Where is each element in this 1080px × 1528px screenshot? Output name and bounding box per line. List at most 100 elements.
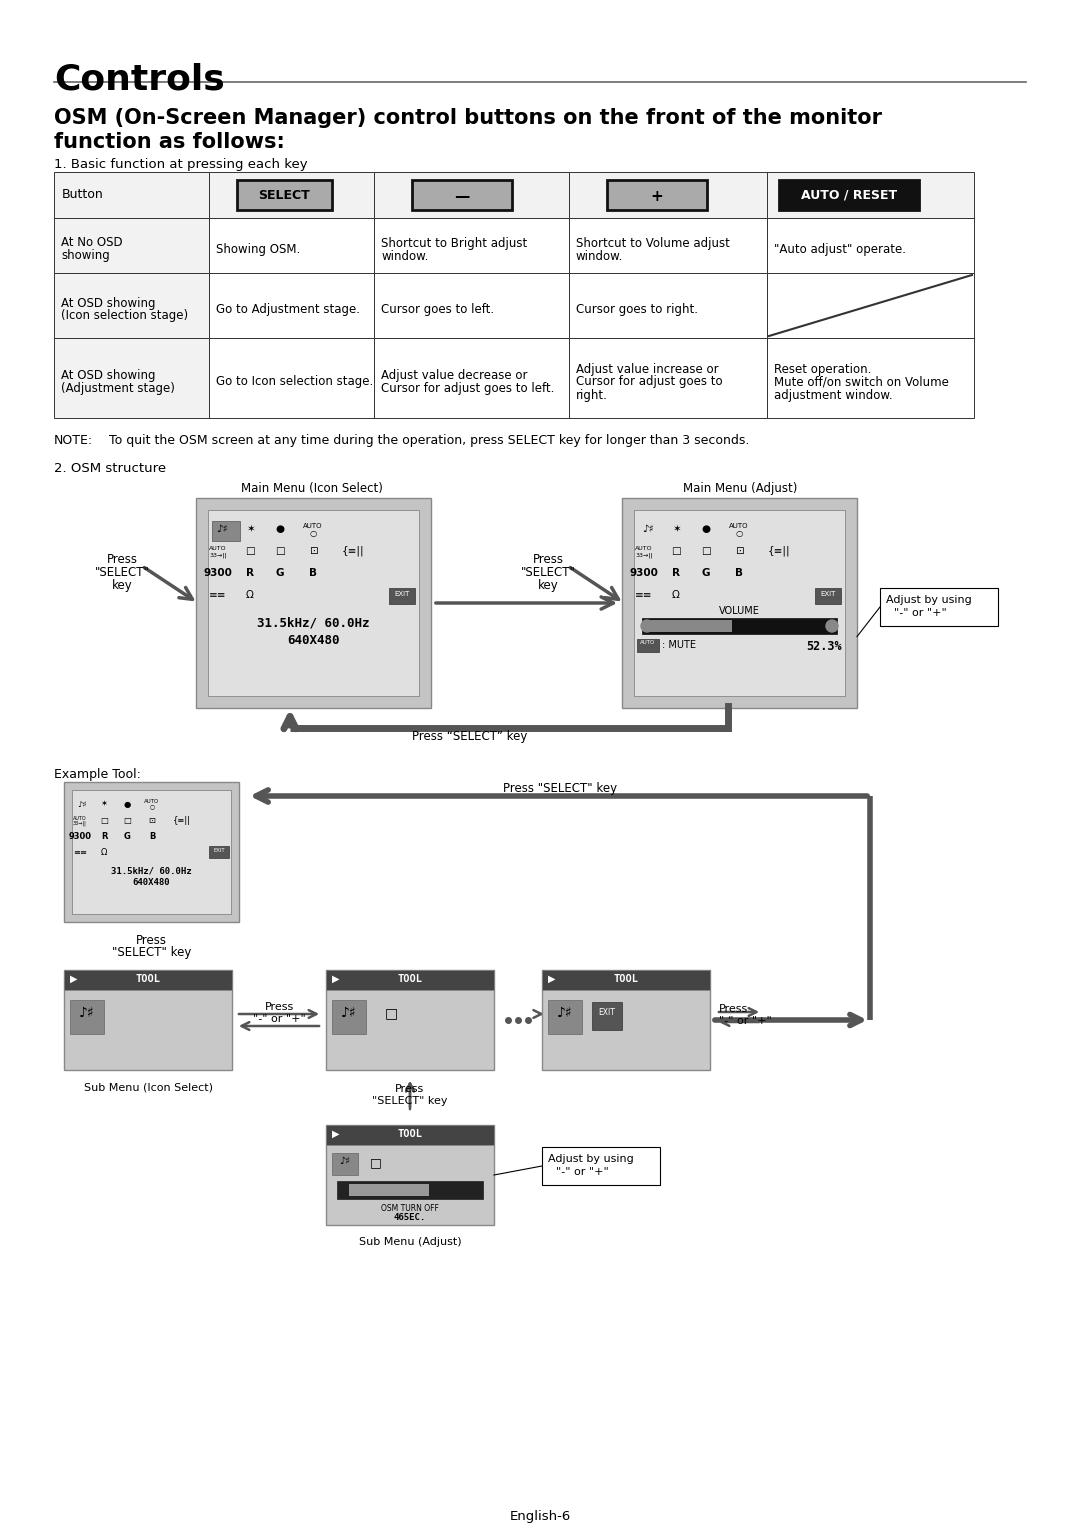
Text: ⊡: ⊡	[149, 816, 156, 825]
Text: Cursor goes to left.: Cursor goes to left.	[381, 303, 495, 316]
Text: 640X480: 640X480	[133, 879, 171, 886]
Text: 31.5kHz/ 60.0Hz: 31.5kHz/ 60.0Hz	[111, 866, 192, 876]
Bar	[64, 970, 232, 990]
Text: □: □	[701, 545, 711, 556]
Text: G: G	[702, 568, 711, 578]
Text: TOOL: TOOL	[613, 973, 638, 984]
Text: ▶: ▶	[548, 973, 555, 984]
Text: 9300: 9300	[203, 568, 232, 578]
Text: "-" or "+": "-" or "+"	[556, 1167, 609, 1177]
Bar	[54, 338, 210, 419]
Text: key: key	[538, 579, 558, 591]
Bar	[542, 970, 710, 1070]
Text: Ω: Ω	[100, 848, 107, 857]
Text: "-" or "+": "-" or "+"	[719, 1016, 772, 1025]
Text: G: G	[275, 568, 284, 578]
Bar	[650, 620, 732, 631]
Text: Press: Press	[532, 553, 564, 565]
Text: right.: right.	[576, 388, 608, 402]
Bar	[634, 510, 845, 695]
Bar	[237, 180, 332, 209]
Text: □: □	[245, 545, 255, 556]
Text: {≡||: {≡||	[768, 545, 791, 556]
Text: B: B	[735, 568, 743, 578]
Text: ♪♯: ♪♯	[78, 801, 86, 808]
Text: "SELECT": "SELECT"	[95, 565, 149, 579]
Bar	[54, 274, 210, 338]
Text: Sub Menu (Icon Select): Sub Menu (Icon Select)	[83, 1082, 213, 1093]
Text: B: B	[309, 568, 318, 578]
Text: □: □	[384, 1005, 397, 1021]
Text: Reset operation.: Reset operation.	[774, 362, 872, 376]
Text: AUTO / RESET: AUTO / RESET	[801, 189, 897, 202]
Text: ♪♯: ♪♯	[339, 1157, 351, 1166]
Bar	[326, 1125, 494, 1144]
Text: showing: showing	[60, 249, 110, 263]
Bar	[374, 338, 569, 419]
Text: ≡≡: ≡≡	[635, 590, 652, 601]
Text: AUTO: AUTO	[73, 816, 86, 821]
Circle shape	[826, 620, 838, 633]
Text: adjustment window.: adjustment window.	[774, 388, 893, 402]
Text: □: □	[100, 816, 108, 825]
Text: Adjust value increase or: Adjust value increase or	[576, 362, 718, 376]
Text: Press: Press	[265, 1002, 294, 1012]
Bar	[569, 219, 767, 274]
Text: Go to Adjustment stage.: Go to Adjustment stage.	[216, 303, 360, 316]
Text: Sub Menu (Adjust): Sub Menu (Adjust)	[359, 1238, 461, 1247]
Text: EXIT: EXIT	[598, 1008, 616, 1018]
Bar	[210, 274, 374, 338]
Text: ●: ●	[123, 801, 131, 808]
Text: Press: Press	[395, 1083, 424, 1094]
Text: ▶: ▶	[70, 973, 78, 984]
Bar	[64, 782, 239, 921]
Text: Main Menu (Icon Select): Main Menu (Icon Select)	[241, 481, 383, 495]
Text: Adjust value decrease or: Adjust value decrease or	[381, 368, 527, 382]
Text: G: G	[123, 833, 131, 840]
Bar	[54, 219, 210, 274]
Text: Press "SELECT" key: Press "SELECT" key	[503, 782, 617, 795]
Text: ≡≡: ≡≡	[210, 590, 227, 601]
Text: NOTE:: NOTE:	[54, 434, 93, 448]
Text: Showing OSM.: Showing OSM.	[216, 243, 300, 257]
Text: ▶: ▶	[332, 1129, 339, 1138]
Bar	[374, 173, 569, 219]
Text: AUTO: AUTO	[729, 523, 748, 529]
Text: To quit the OSM screen at any time during the operation, press SELECT key for lo: To quit the OSM screen at any time durin…	[109, 434, 750, 448]
Text: □: □	[123, 816, 131, 825]
Bar	[548, 999, 582, 1034]
Text: "SELECT" key: "SELECT" key	[112, 946, 191, 960]
Bar	[210, 847, 229, 859]
Bar	[411, 180, 512, 209]
Bar	[70, 999, 104, 1034]
Text: "-" or "+": "-" or "+"	[253, 1015, 306, 1024]
Text: Press: Press	[107, 553, 137, 565]
Text: ○: ○	[735, 529, 743, 538]
Bar	[880, 588, 998, 626]
Text: English-6: English-6	[510, 1510, 570, 1523]
Bar	[542, 970, 710, 990]
Text: R: R	[672, 568, 680, 578]
Text: Ω: Ω	[246, 590, 254, 601]
Text: 33→||: 33→||	[635, 552, 652, 558]
Text: Press: Press	[136, 934, 167, 947]
Text: 1. Basic function at pressing each key: 1. Basic function at pressing each key	[54, 157, 308, 171]
Text: □: □	[370, 1157, 382, 1169]
Bar	[326, 1125, 494, 1225]
Text: "SELECT": "SELECT"	[521, 565, 576, 579]
Text: 33→||: 33→||	[73, 821, 86, 827]
Text: EXIT: EXIT	[821, 591, 836, 597]
Text: function as follows:: function as follows:	[54, 131, 285, 151]
Text: SELECT: SELECT	[258, 189, 310, 202]
Bar	[374, 219, 569, 274]
Text: 9300: 9300	[68, 833, 92, 840]
Bar	[210, 173, 374, 219]
Text: Go to Icon selection stage.: Go to Icon selection stage.	[216, 376, 374, 388]
Text: AUTO: AUTO	[635, 545, 652, 552]
Text: : MUTE: : MUTE	[662, 640, 696, 649]
Text: EXIT: EXIT	[394, 591, 409, 597]
Bar	[337, 1181, 483, 1199]
Text: Cursor for adjust goes to left.: Cursor for adjust goes to left.	[381, 382, 554, 396]
Text: TOOL: TOOL	[397, 973, 422, 984]
Text: (Adjustment stage): (Adjustment stage)	[60, 382, 175, 396]
